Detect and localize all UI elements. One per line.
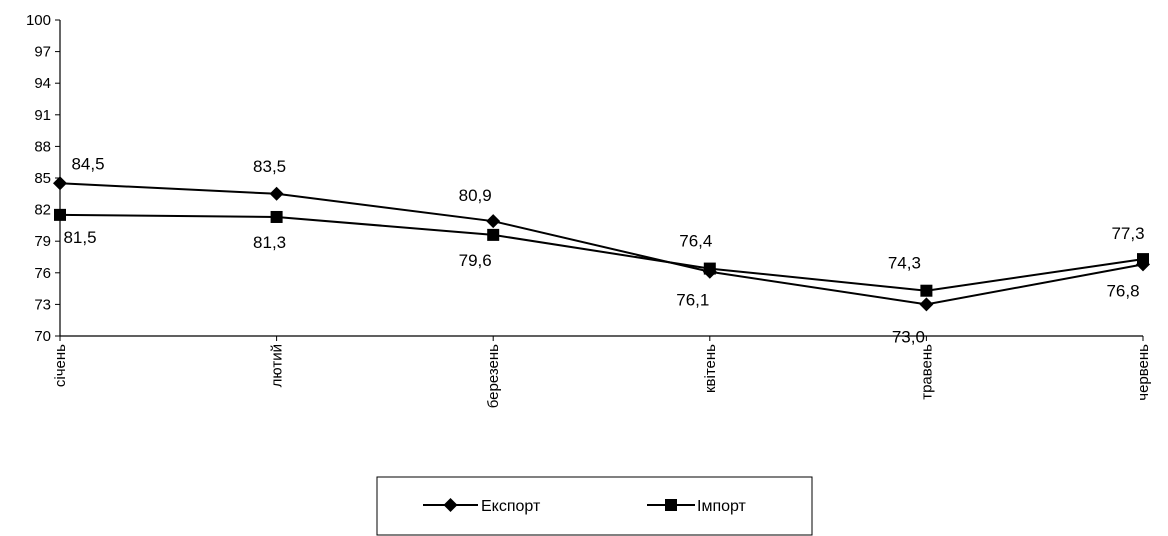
y-tick-label: 88 <box>34 138 51 155</box>
data-point-import <box>920 284 933 297</box>
data-label-export: 83,5 <box>253 157 286 176</box>
data-label-export: 76,8 <box>1106 281 1139 300</box>
data-label-import: 81,5 <box>63 228 96 247</box>
y-tick-label: 76 <box>34 265 51 282</box>
data-label-export: 73,0 <box>892 327 925 346</box>
data-label-import: 74,3 <box>888 254 921 273</box>
x-tick-label: травень <box>918 344 935 400</box>
data-label-import: 81,3 <box>253 233 286 252</box>
series-group <box>53 176 1150 312</box>
y-tick-label: 100 <box>26 12 51 29</box>
data-point-import <box>487 228 500 241</box>
legend: Експорт Імпорт <box>376 476 813 536</box>
diamond-icon <box>443 498 458 512</box>
y-tick-label: 91 <box>34 107 51 124</box>
data-point-export <box>919 297 934 312</box>
legend-item-import: Імпорт <box>647 498 747 515</box>
x-tick-group: січень лютий березень квітень травень червень <box>52 336 1152 408</box>
y-tick-label: 73 <box>34 296 51 313</box>
y-tick-label: 97 <box>34 44 51 61</box>
data-point-import <box>1137 253 1149 266</box>
data-point-import <box>54 208 66 221</box>
y-tick-label: 94 <box>34 75 51 92</box>
x-tick-label: квітень <box>702 344 719 393</box>
data-label-group: 84,5 83,5 80,9 76,1 73,0 76,8 81,5 81,3 79,6 76,4… <box>63 154 1144 346</box>
x-tick-label: лютий <box>269 344 286 387</box>
x-tick-label: січень <box>52 344 69 387</box>
series-line-import <box>59 213 1144 292</box>
data-label-import: 76,4 <box>679 232 712 251</box>
x-tick-label: березень <box>485 344 502 408</box>
x-tick-label: червень <box>1135 344 1152 401</box>
series-line-export <box>59 182 1144 306</box>
y-tick-label: 85 <box>34 170 51 187</box>
data-label-import: 79,6 <box>459 251 492 270</box>
legend-label-import: Імпорт <box>697 498 747 515</box>
data-label-export: 76,1 <box>676 291 709 310</box>
data-point-import <box>703 262 716 275</box>
y-tick-group: 70 73 76 79 82 85 88 91 94 97 100 <box>26 12 60 345</box>
y-tick-label: 79 <box>34 233 51 250</box>
y-tick-label: 70 <box>34 328 51 345</box>
square-icon <box>665 499 677 511</box>
data-point-export <box>269 186 284 201</box>
data-point-export <box>53 176 67 191</box>
legend-label-export: Експорт <box>481 498 541 515</box>
legend-item-export: Експорт <box>423 498 541 515</box>
data-label-export: 80,9 <box>459 186 492 205</box>
data-point-export <box>486 214 501 229</box>
data-label-import: 77,3 <box>1111 224 1144 243</box>
data-label-export: 84,5 <box>71 154 104 173</box>
data-point-import <box>270 210 283 223</box>
y-tick-label: 82 <box>34 202 51 219</box>
